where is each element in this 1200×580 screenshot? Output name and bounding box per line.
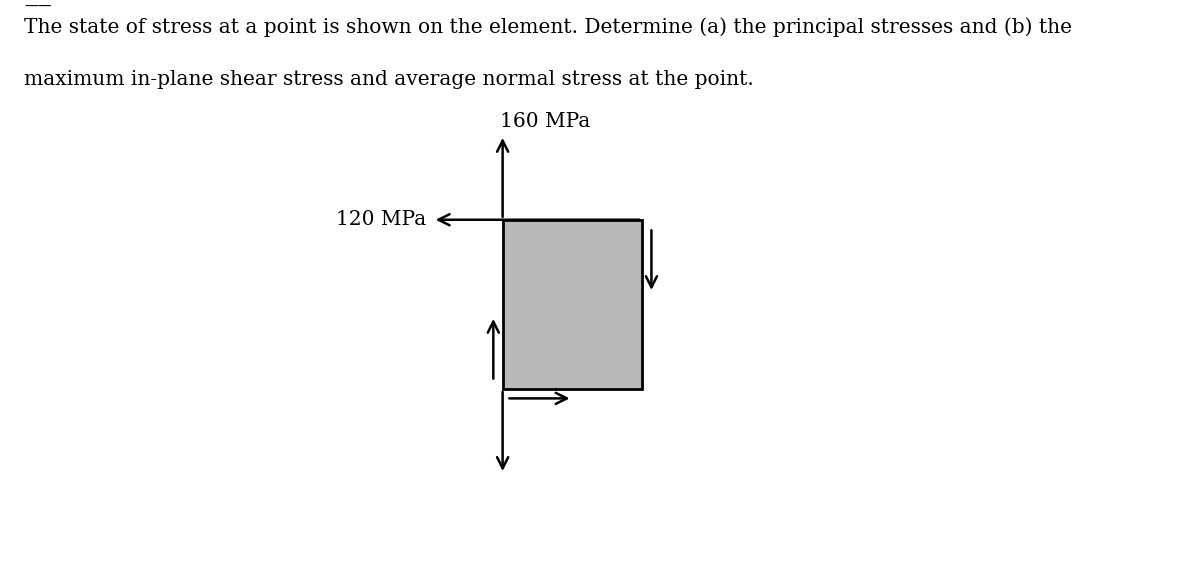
Text: 120 MPa: 120 MPa	[336, 211, 427, 229]
Text: maximum in-plane shear stress and average normal stress at the point.: maximum in-plane shear stress and averag…	[24, 70, 754, 89]
Text: The state of stress at a point is shown on the element. Determine (a) the princi: The state of stress at a point is shown …	[24, 17, 1072, 37]
Text: ——: ——	[24, 0, 52, 14]
Text: 160 MPa: 160 MPa	[500, 112, 590, 131]
Bar	[503, 220, 642, 389]
